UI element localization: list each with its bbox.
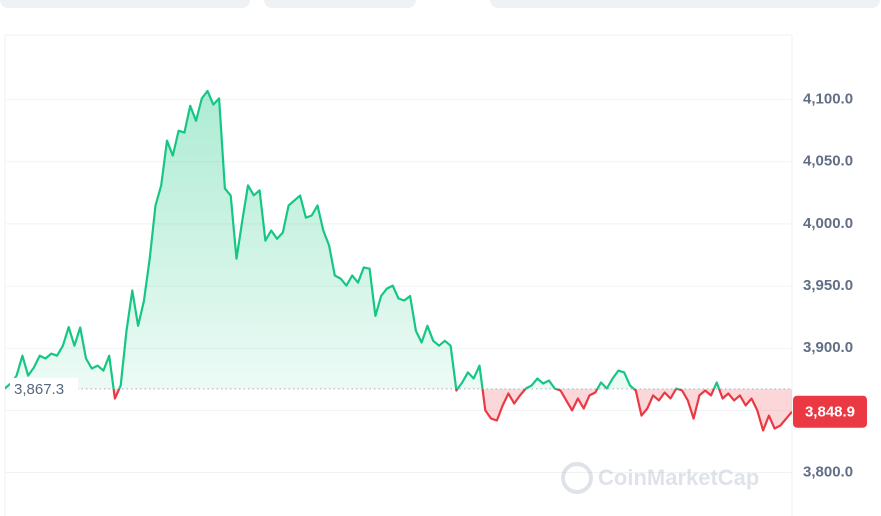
y-tick-label: 4,000.0 [803, 215, 853, 232]
watermark-logo [561, 462, 593, 494]
price-line-down [5, 388, 792, 432]
tab-bar[interactable] [264, 0, 416, 8]
y-tick-label: 4,100.0 [803, 91, 853, 108]
baseline-label: 3,867.3 [14, 381, 64, 398]
y-tick-label: 3,900.0 [803, 339, 853, 356]
y-tick-label: 4,050.0 [803, 153, 853, 170]
current-price-box [793, 395, 867, 428]
watermark-text: CoinMarketCap [598, 465, 759, 490]
tab-bar[interactable] [0, 0, 250, 8]
y-tick-label: 3,950.0 [803, 277, 853, 294]
price-line-up [5, 89, 721, 389]
y-tick-label: 3,800.0 [803, 463, 853, 480]
area-up [5, 90, 720, 389]
tab-bar[interactable] [490, 0, 880, 8]
baseline-label-bg [10, 377, 78, 400]
watermark: CoinMarketCap [561, 462, 759, 494]
current-price-label: 3,848.9 [805, 404, 855, 421]
